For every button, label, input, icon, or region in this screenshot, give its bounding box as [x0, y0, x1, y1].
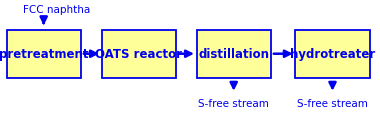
FancyBboxPatch shape [101, 31, 176, 78]
FancyBboxPatch shape [7, 31, 81, 78]
Text: S-free stream: S-free stream [198, 98, 269, 108]
FancyBboxPatch shape [197, 31, 271, 78]
Text: OATS reactor: OATS reactor [95, 48, 182, 61]
Text: distillation: distillation [198, 48, 269, 61]
Text: hydrotreater: hydrotreater [290, 48, 375, 61]
Text: FCC naphtha: FCC naphtha [23, 5, 90, 14]
Text: pretreatment: pretreatment [0, 48, 89, 61]
Text: S-free stream: S-free stream [297, 98, 368, 108]
FancyBboxPatch shape [296, 31, 369, 78]
